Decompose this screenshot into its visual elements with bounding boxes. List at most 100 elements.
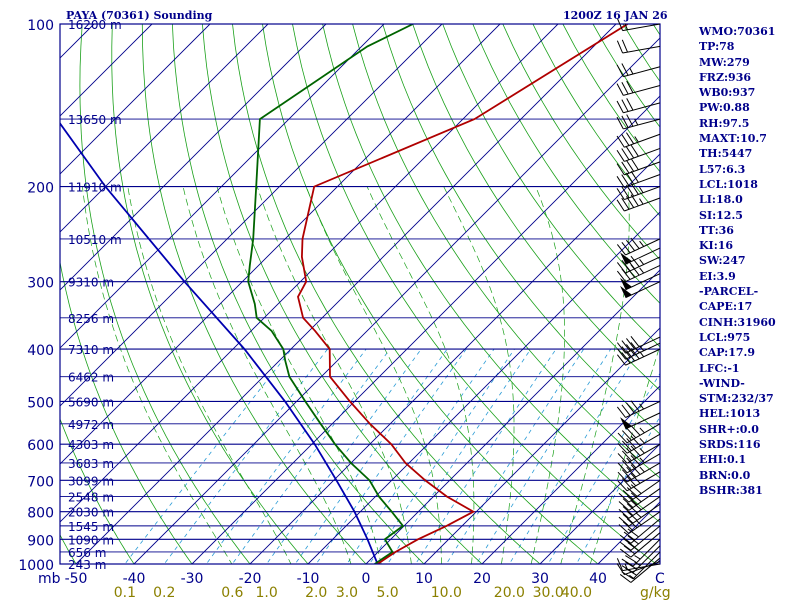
pressure-tick-label: 100: [27, 18, 54, 34]
mixing-ratio-line: [124, 348, 292, 564]
index-line: TT:36: [699, 223, 734, 237]
mixing-ratio-line: [231, 348, 391, 564]
temperature-tick-label: 0: [362, 571, 371, 587]
height-label: 5690 m: [68, 395, 114, 409]
mixing-ratio-tick-label: 10.0: [431, 585, 462, 600]
isotherm-line: [60, 24, 327, 291]
temperature-tick-label: -20: [239, 571, 262, 587]
index-line: EHI:0.1: [699, 453, 747, 467]
pressure-unit-label: mb: [38, 571, 61, 587]
dewpoint-curve: [247, 24, 414, 564]
temperature-tick-label: 30: [531, 571, 549, 587]
index-line: LCL:1018: [699, 177, 758, 191]
isotherm-line: [539, 443, 660, 564]
index-line: MAXT:10.7: [699, 132, 767, 146]
pressure-tick-label: 600: [27, 438, 54, 454]
isotherm-line: [60, 24, 269, 233]
wind-barb: [617, 462, 661, 483]
dry-adiabat-line: [60, 533, 77, 564]
height-label: 13650 m: [68, 113, 122, 127]
isotherm-line: [365, 269, 660, 564]
wind-barbs: [616, 18, 661, 583]
mixing-ratio-tick-label: 0.2: [153, 585, 175, 600]
wind-barb: [616, 98, 661, 114]
isotherm-line: [307, 211, 660, 564]
dry-adiabat-line: [202, 24, 483, 564]
dry-adiabat-line: [79, 24, 251, 564]
index-line: SRDS:116: [699, 438, 761, 452]
mixing-ratio-line: [445, 348, 585, 564]
wind-barb: [616, 158, 661, 176]
index-line: FRZ:936: [699, 70, 752, 84]
temperature-tick-label: 40: [589, 571, 607, 587]
wind-barb: [617, 443, 661, 464]
chart-grid: [60, 24, 800, 575]
mixing-ratio-line: [575, 416, 660, 564]
wind-barb: [618, 479, 661, 503]
index-line: CINH:31960: [699, 315, 776, 329]
station-title: PAYA (70361) Sounding: [66, 9, 213, 22]
index-line: SI:12.5: [699, 208, 743, 222]
mixing-ratio-tick-label: 2.0: [305, 585, 327, 600]
dry-adiabat-line: [412, 24, 660, 391]
height-label: 8256 m: [68, 312, 114, 326]
temperature-tick-label: -10: [297, 571, 320, 587]
index-line: WB0:937: [699, 86, 756, 100]
isotherm-line: [60, 24, 211, 175]
wind-barb: [616, 18, 661, 32]
profile-lines: [60, 24, 629, 564]
isotherm-line: [60, 24, 385, 349]
temperature-tick-label: -50: [65, 571, 88, 587]
mixing-ratio-line: [346, 348, 495, 564]
temperature-tick-label: 20: [473, 571, 491, 587]
wind-barb: [617, 433, 661, 454]
mixing-ratio-tick-label: 5.0: [376, 585, 398, 600]
dry-adiabat-line: [442, 24, 660, 348]
dry-adiabat-line: [773, 24, 800, 575]
index-line: STM:232/37: [699, 392, 774, 406]
moist-adiabat-line: [82, 186, 233, 564]
mixing-ratio-tick-label: 0.6: [221, 585, 243, 600]
wind-barb: [619, 525, 661, 551]
index-line: RH:97.5: [699, 116, 750, 130]
wind-barb: [616, 182, 661, 201]
index-line: EI:3.9: [699, 269, 736, 283]
wind-barb: [616, 144, 661, 162]
isotherm-line: [481, 385, 660, 564]
height-label: 3683 m: [68, 457, 114, 471]
wind-barb: [616, 39, 661, 54]
wind-barb: [616, 335, 661, 354]
height-label: 4972 m: [68, 418, 114, 432]
wind-barb: [617, 423, 661, 444]
wind-barb: [616, 237, 661, 256]
wind-barb: [616, 194, 661, 212]
temperature-tick-label: 10: [415, 571, 433, 587]
isotherm-line: [75, 24, 617, 564]
index-line: CAP:17.9: [699, 346, 756, 360]
mixing-ratio-line: [266, 348, 422, 564]
height-label: 10510 m: [68, 233, 122, 247]
wind-barb: [616, 80, 661, 96]
wind-barb: [616, 342, 661, 360]
wind-barb: [620, 281, 661, 299]
index-line: KI:16: [699, 239, 734, 253]
index-line: WMO:70361: [699, 25, 776, 38]
wind-barb: [621, 538, 661, 567]
pressure-tick-label: 1000: [18, 558, 54, 574]
dry-adiabat-line: [141, 24, 367, 564]
pressure-tick-label: 800: [27, 506, 54, 522]
moist-adiabat-line: [560, 186, 630, 564]
wind-barb: [619, 518, 661, 544]
index-line: -PARCEL-: [699, 285, 759, 299]
height-label: 6462 m: [68, 371, 114, 385]
isotherm-line: [249, 153, 660, 564]
wind-barb: [616, 114, 661, 130]
moist-adiabat-line: [256, 186, 412, 564]
height-label: 1545 m: [68, 520, 114, 534]
mixing-ratio-tick-label: 40.0: [561, 585, 592, 600]
mixing-ratio-tick-label: 3.0: [336, 585, 358, 600]
height-label: 7310 m: [68, 343, 114, 357]
moist-adiabat-line: [127, 186, 292, 564]
temperature-curve: [297, 24, 629, 564]
